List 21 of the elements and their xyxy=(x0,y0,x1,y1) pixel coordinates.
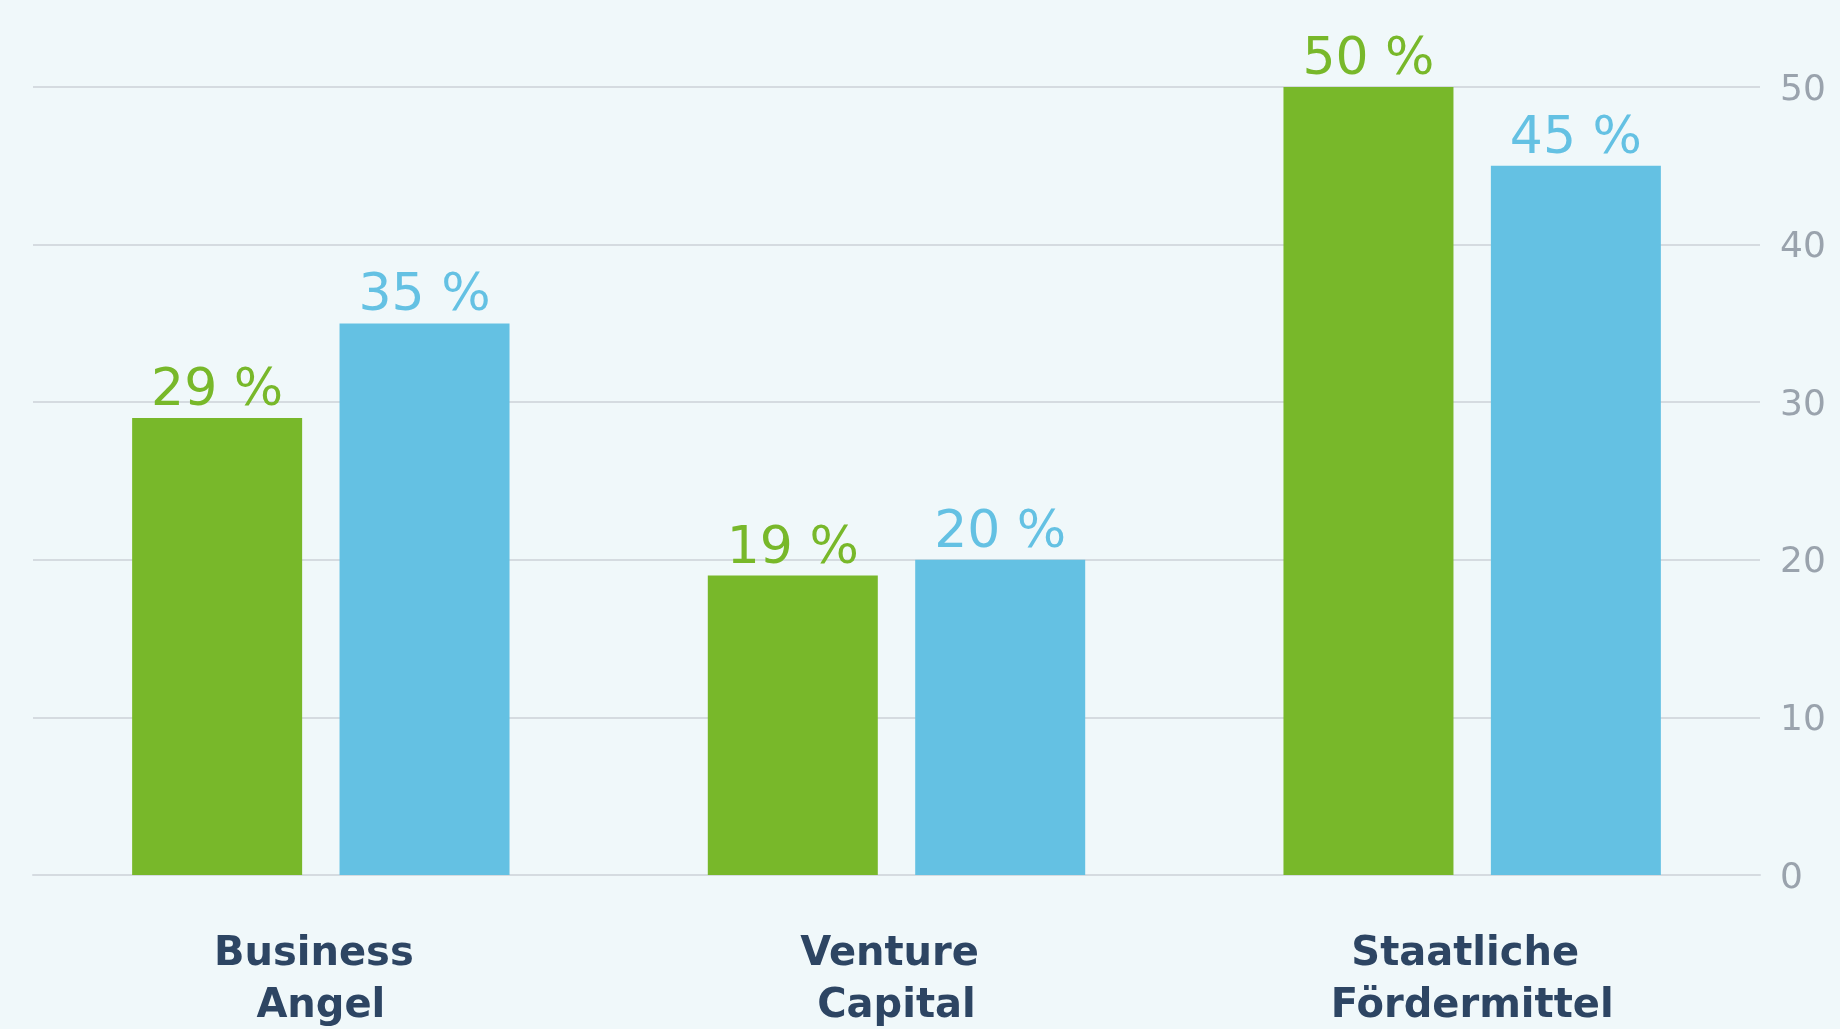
y-tick-label: 30 xyxy=(1780,381,1826,423)
bar xyxy=(132,417,303,875)
data-label: 35 % xyxy=(358,262,491,323)
bar xyxy=(1490,165,1661,875)
bar xyxy=(339,323,510,875)
y-tick-label: 20 xyxy=(1780,539,1826,581)
data-label: 45 % xyxy=(1509,104,1642,165)
data-label: 29 % xyxy=(151,356,284,417)
data-label: 50 % xyxy=(1302,26,1435,86)
bar xyxy=(707,575,878,875)
x-tick-label: Venture Capital xyxy=(800,928,993,1026)
bar xyxy=(1283,87,1454,875)
data-label: 19 % xyxy=(726,514,859,575)
data-label: 20 % xyxy=(934,498,1067,559)
x-tick-label: Staatliche Fördermittel xyxy=(1330,928,1614,1026)
x-tick-label: Business Angel xyxy=(214,928,428,1026)
bar xyxy=(915,559,1086,875)
y-tick-label: 10 xyxy=(1780,696,1826,738)
y-tick-label: 50 xyxy=(1780,66,1826,108)
y-tick-label: 0 xyxy=(1780,854,1803,896)
y-tick-label: 40 xyxy=(1780,224,1826,266)
